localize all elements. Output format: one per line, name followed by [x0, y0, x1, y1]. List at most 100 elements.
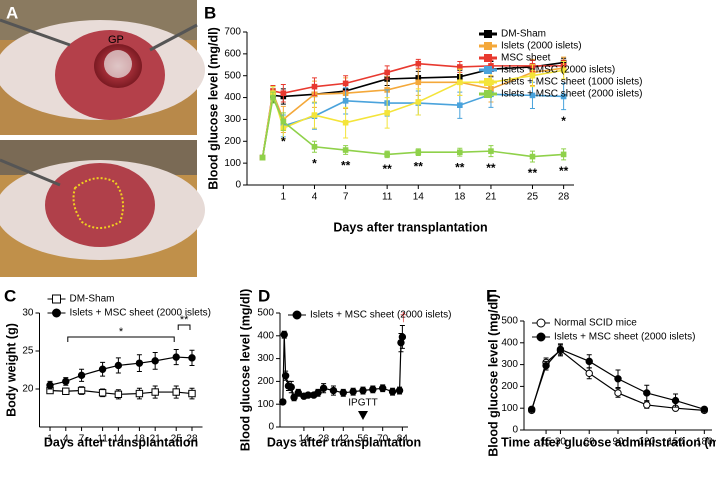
point: [287, 383, 295, 391]
point: [311, 143, 318, 150]
point: [457, 102, 463, 109]
panel-letter: E: [486, 286, 497, 305]
x-tick-label: 56: [357, 434, 369, 445]
y-axis-label: Blood glucose level (mg/dl): [206, 27, 220, 190]
y-tick-label: 100: [501, 403, 518, 414]
point: [135, 389, 144, 398]
x-tick-label: 15: [540, 437, 552, 448]
legend-swatch: [484, 78, 492, 86]
series-line: [261, 94, 564, 158]
point: [560, 151, 567, 158]
significance: **: [455, 160, 465, 174]
point: [529, 92, 536, 99]
y-tick-label: 400: [501, 337, 518, 348]
point: [342, 80, 349, 87]
legend-label: MSC sheet: [501, 53, 551, 64]
point: [280, 330, 288, 339]
series-line: [49, 356, 193, 386]
legend-swatch: [484, 90, 492, 98]
point: [700, 405, 709, 413]
significance: **: [559, 164, 569, 178]
legend-swatch: [484, 66, 492, 74]
point: [542, 361, 550, 370]
point: [172, 388, 180, 396]
x-tick-label: 25: [527, 192, 539, 203]
point: [342, 147, 349, 153]
x-axis-label: Days after transplantation: [333, 220, 487, 234]
x-tick-label: 11: [97, 434, 108, 445]
significance: **: [486, 161, 496, 175]
legend-label: Islets (2000 islets): [501, 41, 582, 52]
x-tick-label: 21: [485, 192, 497, 203]
point: [415, 60, 422, 67]
x-tick-label: 28: [558, 192, 570, 203]
point: [488, 148, 494, 154]
y-tick-label: 500: [501, 316, 518, 327]
point: [342, 98, 349, 104]
x-tick-label: 180: [696, 437, 713, 448]
x-tick-label: 14: [413, 192, 425, 203]
point: [311, 83, 318, 90]
panel-letter: B: [204, 3, 216, 22]
y-tick-label: 25: [22, 346, 34, 357]
annotation: IPGTT: [348, 398, 377, 409]
point: [77, 386, 86, 395]
x-tick-label: 14: [298, 434, 310, 445]
x-tick-label: 7: [79, 434, 85, 445]
legend-swatch: [484, 54, 492, 62]
bracket: [67, 336, 175, 342]
point: [294, 389, 302, 397]
panel-letter: C: [4, 286, 16, 305]
point: [556, 345, 565, 354]
y-tick-label: 0: [235, 180, 241, 191]
point: [560, 93, 567, 100]
significance: **: [528, 166, 538, 180]
legend-label: Islets + MSC (2000 islets): [501, 65, 615, 76]
point: [388, 387, 397, 396]
panel-letter: D: [258, 286, 270, 305]
y-tick-label: 100: [224, 158, 241, 169]
x-tick-label: 30: [555, 437, 567, 448]
x-tick-label: 11: [382, 192, 393, 203]
significance: *: [561, 114, 566, 128]
y-tick-label: 100: [257, 399, 274, 410]
y-axis-label: Blood glucose level (mg/dl): [486, 294, 500, 457]
point: [329, 386, 338, 395]
significance: **: [382, 162, 392, 176]
x-tick-label: 90: [612, 437, 624, 448]
y-tick-label: 300: [257, 353, 274, 364]
point: [62, 387, 70, 395]
point: [114, 390, 123, 399]
point: [359, 386, 367, 395]
point: [311, 112, 318, 118]
y-tick-label: 200: [257, 376, 274, 387]
point: [114, 361, 123, 370]
x-tick-label: 1: [47, 434, 53, 445]
legend-swatch: [536, 318, 546, 328]
point: [98, 365, 107, 373]
point: [339, 389, 347, 397]
point: [614, 375, 622, 383]
legend-swatch: [536, 332, 546, 342]
point: [369, 385, 377, 394]
x-tick-label: 70: [377, 434, 389, 445]
point: [342, 119, 349, 126]
x-tick-label: 4: [312, 192, 318, 203]
significance: **: [414, 160, 424, 174]
point: [457, 64, 463, 70]
legend-label: Islets + MSC sheet (2000 islets): [501, 89, 642, 100]
legend-label: DM-Sham: [70, 294, 115, 305]
x-tick-label: 4: [63, 434, 69, 445]
legend-swatch: [484, 30, 492, 38]
point: [457, 149, 463, 156]
legend-label: Islets + MSC sheet (2000 islets): [310, 310, 451, 321]
point: [614, 389, 622, 397]
point: [314, 389, 322, 397]
panel-letter: A: [6, 3, 18, 22]
y-tick-label: 400: [257, 330, 274, 341]
x-tick-label: 25: [171, 434, 183, 445]
point: [188, 354, 196, 362]
significance: **: [341, 159, 351, 173]
point: [349, 387, 357, 396]
